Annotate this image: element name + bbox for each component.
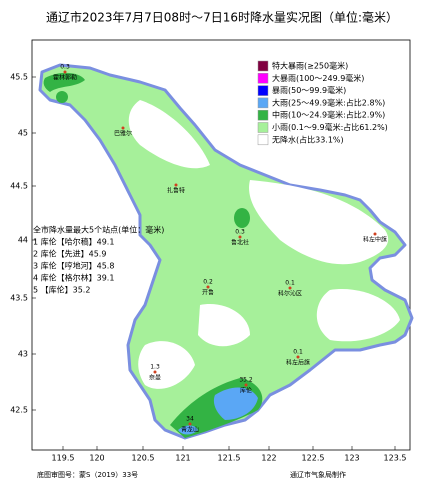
- lat-label: 44: [18, 236, 28, 245]
- station-dot: [188, 422, 192, 426]
- lon-label: 123: [344, 454, 359, 463]
- station-name: 青龙山: [181, 426, 199, 434]
- axis-labels: 119.5 120 120.5 121 121.5 122 122.5 123 123.5 45.…: [10, 73, 406, 463]
- station-value: 0.1: [285, 280, 295, 287]
- list-item: 5 【库伦】35.2: [33, 285, 90, 295]
- list-heading: 全市降水量最大5个站点(单位：毫米): [33, 225, 164, 235]
- legend-label: 特大暴雨(≥250毫米): [272, 61, 348, 71]
- list-item: 4 库伦【格尔林】39.1: [33, 273, 114, 283]
- station-dot: [174, 183, 178, 187]
- legend-label: 暴雨(50～99.9毫米): [272, 85, 346, 95]
- station-value: 0.3: [235, 229, 245, 236]
- lat-label: 45.5: [10, 73, 28, 82]
- station-name: 奈曼: [149, 374, 161, 382]
- legend-label: 大暴雨(100～249.9毫米): [272, 73, 364, 83]
- legend-label: 无降水(占比33.1%): [272, 134, 344, 144]
- station-name: 库伦: [240, 387, 252, 395]
- lon-label: 121: [175, 454, 190, 463]
- lon-label: 119.5: [52, 454, 75, 463]
- station-value: 35.2: [239, 377, 253, 384]
- station-value: 1.3: [150, 364, 160, 371]
- heavy-rain-area: [178, 387, 258, 435]
- station-name: 科尔沁区: [278, 290, 302, 298]
- list-item: 2 库伦【先进】45.9: [33, 249, 106, 259]
- station-name: 开鲁: [202, 289, 214, 297]
- station-name: 科左中旗: [363, 236, 387, 244]
- footer-left: 底图审图号：蒙S（2019）33号: [37, 470, 138, 479]
- no-rain-areas: [128, 100, 400, 389]
- station-dot: [238, 235, 242, 239]
- list-item: 1 库伦【哈尔稿】49.1: [33, 237, 114, 247]
- region-base: [38, 63, 414, 440]
- station-name: 巴雅尔: [114, 130, 132, 138]
- station-value: 0.1: [293, 349, 303, 356]
- lat-label: 42.5: [10, 406, 28, 415]
- lat-label: 43: [18, 350, 28, 359]
- lat-label: 43.5: [10, 294, 28, 303]
- station-dot: [288, 286, 292, 290]
- station-value: 0.3: [60, 64, 70, 71]
- lon-label: 120: [89, 454, 104, 463]
- station-name: 科左后旗: [286, 359, 310, 367]
- station-dot: [121, 126, 125, 130]
- lon-label: 121.5: [218, 454, 241, 463]
- station-list: 全市降水量最大5个站点(单位：毫米) 1 库伦【哈尔稿】49.1 2 库伦【先进】4…: [33, 225, 164, 295]
- station-dot: [244, 383, 248, 387]
- station-dot: [63, 70, 67, 74]
- legend-label: 小雨(0.1～9.9毫米:占比61.2%): [272, 122, 388, 132]
- legend-swatch: [257, 109, 269, 121]
- station-name: 霍林郭勒: [53, 74, 77, 82]
- lon-label: 123.5: [384, 454, 407, 463]
- station-dot: [206, 285, 210, 289]
- map-title: 通辽市2023年7月7日08时～7日16时降水量实况图（单位:毫米）: [46, 10, 398, 25]
- legend-swatch: [257, 60, 269, 72]
- list-item: 3 库伦【哼地河】45.8: [33, 261, 114, 271]
- station-name: 扎鲁特: [167, 187, 185, 195]
- legend-swatch: [257, 73, 269, 84]
- footer-right: 通辽市气象局制作: [290, 470, 346, 479]
- lat-label: 44.5: [10, 182, 28, 191]
- lon-label: 122.5: [302, 454, 325, 463]
- station-value: 34: [186, 416, 194, 423]
- legend-label: 中雨(10～24.9毫米:占比2.9%): [272, 110, 385, 120]
- station-name: 鲁北社: [231, 239, 249, 247]
- legend-swatch: [257, 134, 269, 146]
- station-dot: [153, 370, 157, 374]
- legend-swatch: [257, 85, 269, 96]
- station-value: 0.2: [203, 279, 213, 286]
- legend-label: 大雨(25～49.9毫米:占比2.8%): [272, 97, 385, 107]
- legend-swatch: [257, 97, 269, 109]
- lon-label: 122: [261, 454, 276, 463]
- station-dot: [373, 232, 377, 236]
- lat-label: 45: [18, 129, 28, 138]
- station-dot: [296, 355, 300, 359]
- legend-swatch: [257, 122, 269, 133]
- lon-label: 120.5: [132, 454, 155, 463]
- legend: 特大暴雨(≥250毫米) 大暴雨(100～249.9毫米) 暴雨(50～99.9毫米…: [257, 60, 388, 146]
